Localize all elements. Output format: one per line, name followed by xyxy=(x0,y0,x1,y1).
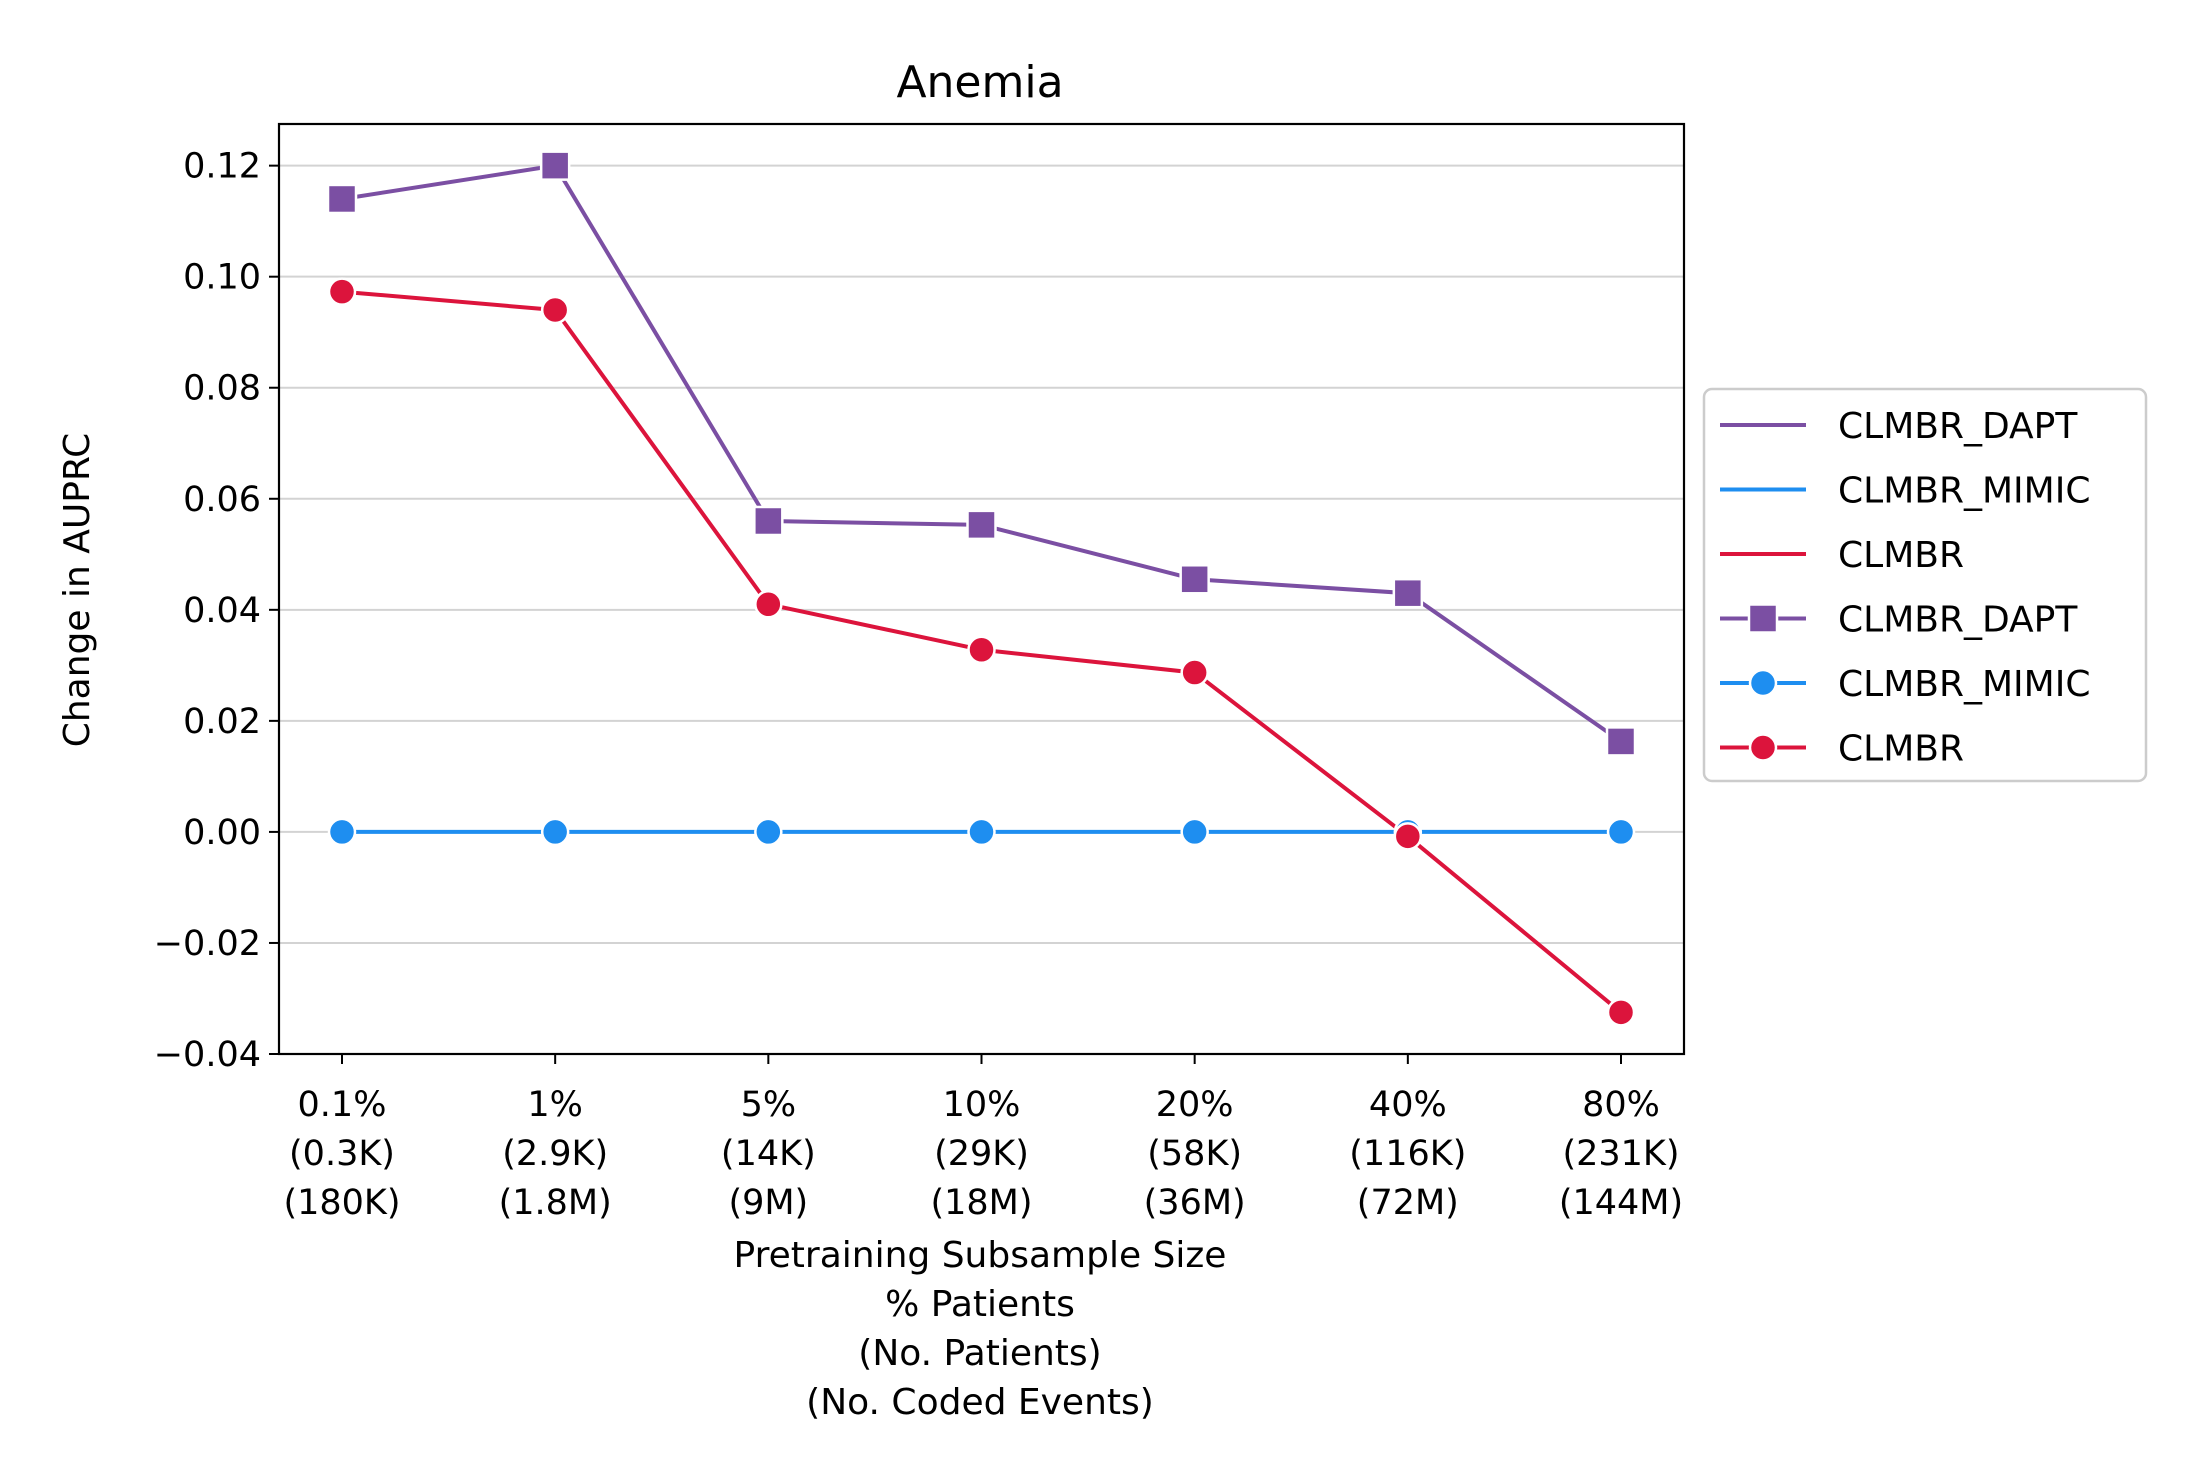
legend-label: CLMBR_DAPT xyxy=(1838,406,2078,447)
y-axis-label: Change in AUPRC xyxy=(57,433,98,748)
x-tick-label: (14K) xyxy=(721,1134,816,1174)
plot-frame xyxy=(277,122,1686,1056)
legend-marker xyxy=(1748,668,1778,698)
data-point-clmbr_mimic xyxy=(1606,817,1636,847)
data-point-clmbr_dapt xyxy=(753,505,784,537)
y-tick-label: 0.06 xyxy=(183,480,261,520)
data-point-clmbr xyxy=(1606,998,1636,1027)
data-point-clmbr xyxy=(967,635,996,665)
data-point-clmbr xyxy=(327,277,357,306)
legend-box xyxy=(1702,387,2148,783)
x-tick-label: (58K) xyxy=(1147,1134,1242,1174)
legend: CLMBR_DAPT CLMBR_MIMIC CLMBR CLMBR_DAPT CLMB… xyxy=(1702,387,2148,783)
data-point-clmbr_dapt xyxy=(1179,564,1210,595)
x-axis-label: Pretraining Subsample Size % Patients (No.… xyxy=(734,1235,1227,1423)
x-axis-label-line: Pretraining Subsample Size xyxy=(734,1235,1227,1276)
series-markers xyxy=(326,150,1637,1027)
x-tick-label: (116K) xyxy=(1349,1134,1466,1174)
x-tick-label: (144M) xyxy=(1559,1183,1683,1223)
x-axis-label-line: (No. Patients) xyxy=(858,1333,1101,1374)
x-axis-label-line: (No. Coded Events) xyxy=(806,1382,1154,1423)
data-point-clmbr_dapt xyxy=(1392,577,1424,609)
data-point-clmbr xyxy=(540,295,570,325)
x-axis-label-line: % Patients xyxy=(885,1284,1075,1325)
y-tick-label: 0.08 xyxy=(183,369,261,409)
x-axis: 0.1% (0.3K) (180K) 1% (2.9K) (1.8M) 5% (14K) (9M… xyxy=(283,1054,1683,1223)
data-point-clmbr_mimic xyxy=(754,817,783,847)
chart-title: Anemia xyxy=(896,57,1063,108)
legend-marker xyxy=(1748,733,1778,762)
x-tick-label: 20% xyxy=(1156,1085,1234,1125)
y-tick-label: −0.04 xyxy=(154,1035,261,1075)
data-point-clmbr xyxy=(1393,822,1423,851)
y-tick-label: −0.02 xyxy=(154,924,261,964)
legend-label: CLMBR_MIMIC xyxy=(1838,471,2090,512)
series-lines xyxy=(341,163,1623,1014)
x-tick-label: (2.9K) xyxy=(502,1134,608,1174)
legend-label: CLMBR xyxy=(1838,535,1964,576)
x-tick-label: 80% xyxy=(1582,1085,1660,1125)
x-tick-label: 1% xyxy=(527,1085,583,1125)
data-point-clmbr_mimic xyxy=(1180,817,1209,847)
x-tick-label: 5% xyxy=(741,1085,797,1125)
data-point-clmbr xyxy=(754,590,783,619)
y-tick-label: 0.04 xyxy=(183,591,261,631)
x-tick-label: (9M) xyxy=(728,1183,808,1223)
y-tick-label: 0.02 xyxy=(183,702,261,742)
data-point-clmbr_dapt xyxy=(1605,726,1637,757)
x-tick-label: (18M) xyxy=(930,1183,1032,1223)
data-point-clmbr_mimic xyxy=(327,817,357,847)
y-tick-label: 0.10 xyxy=(183,258,261,298)
x-tick-label: (180K) xyxy=(283,1183,400,1223)
data-point-clmbr_dapt xyxy=(539,150,571,181)
data-point-clmbr_dapt xyxy=(326,183,358,215)
y-tick-label: 0.12 xyxy=(183,147,261,187)
grid-lines xyxy=(279,164,1684,1055)
x-tick-label: (29K) xyxy=(934,1134,1029,1174)
y-axis: −0.04 −0.02 0.00 0.02 0.04 0.06 0.08 0.10 0.12 xyxy=(154,147,279,1075)
data-point-clmbr xyxy=(1180,658,1209,687)
x-tick-label: (231K) xyxy=(1562,1134,1679,1174)
legend-label: CLMBR_MIMIC xyxy=(1838,664,2090,705)
x-tick-label: 40% xyxy=(1369,1085,1447,1125)
x-tick-label: (72M) xyxy=(1357,1183,1459,1223)
data-point-clmbr_dapt xyxy=(966,509,997,541)
data-point-clmbr_mimic xyxy=(540,817,570,847)
legend-label: CLMBR xyxy=(1838,729,1964,770)
x-tick-label: (1.8M) xyxy=(499,1183,612,1223)
x-tick-label: (36M) xyxy=(1144,1183,1246,1223)
data-point-clmbr_mimic xyxy=(967,817,996,847)
x-tick-label: (0.3K) xyxy=(289,1134,395,1174)
legend-marker xyxy=(1747,603,1779,634)
x-tick-label: 10% xyxy=(943,1085,1021,1125)
legend-label: CLMBR_DAPT xyxy=(1838,600,2078,641)
x-tick-label: 0.1% xyxy=(298,1085,387,1125)
y-tick-label: 0.00 xyxy=(183,813,261,853)
